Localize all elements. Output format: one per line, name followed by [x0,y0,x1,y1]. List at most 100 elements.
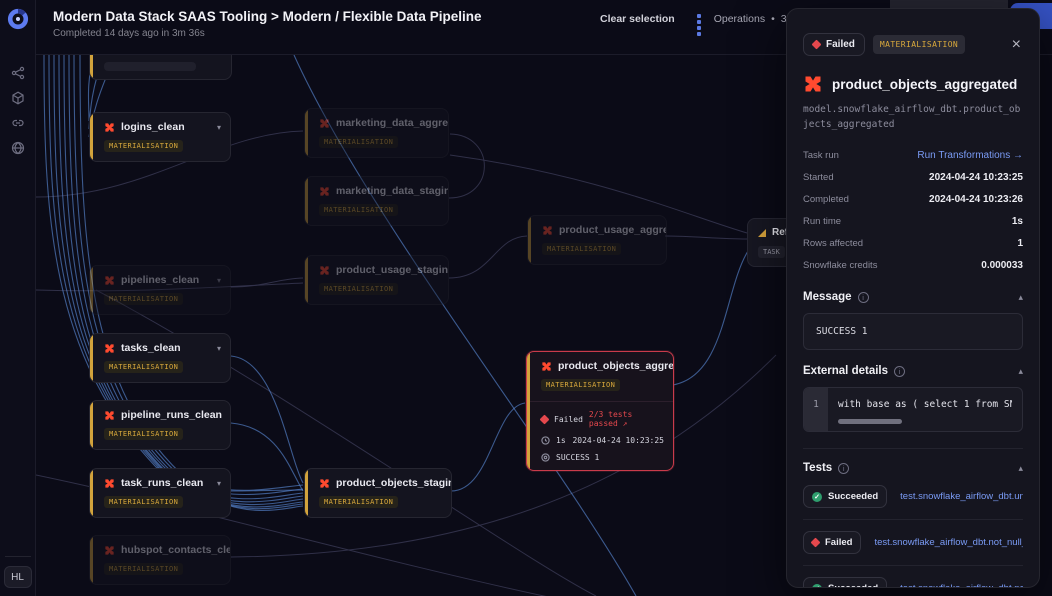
nav-cube-icon[interactable] [11,91,25,105]
task-badge: TASK [758,246,785,258]
model-path: model.snowflake_airflow_dbt.product_obje… [803,104,1021,130]
dag-canvas[interactable]: logins_clean ▾ MATERIALISATION marketing… [36,55,1052,596]
node-stripe [90,536,93,584]
nav-link-icon[interactable] [11,116,25,130]
dbt-icon [319,186,330,197]
horizontal-scrollbar[interactable] [838,419,902,425]
test-link[interactable]: test.snowflake_airflow_dbt.not_null_pr [874,537,1023,549]
detail-label: Rows affected [803,237,864,249]
dag-node-marketing_data_aggregated[interactable]: marketing_data_aggregated ▾ MATERIALISAT… [304,108,449,158]
sidebar-divider [4,556,31,557]
detail-row: Task run Run Transformations → [803,144,1023,166]
code-block[interactable]: 1 with base as ( select 1 from SNOWFLAKE [803,387,1023,433]
test-status-label: Succeeded [828,583,878,587]
dag-node-pipelines_clean[interactable]: pipelines_clean ▾ MATERIALISATION [89,265,231,315]
tests-heading: Tests [803,462,833,475]
user-avatar[interactable]: HL [3,566,32,588]
detail-row: Snowflake credits 0.000033 [803,254,1023,276]
node-title: pipeline_runs_clean [121,409,222,421]
dbt-icon [104,410,115,421]
node-title: pipelines_clean [121,274,200,286]
close-icon[interactable]: × [1011,35,1021,53]
collapse-icon[interactable]: ▴ [1018,291,1023,302]
materialisation-badge: MATERIALISATION [319,204,399,216]
node-stripe [90,469,93,517]
node-title: marketing_data_staging [336,185,449,197]
detail-label: Completed [803,193,849,205]
node-runtime: 1s [556,436,566,445]
dag-node-hubspot_contacts_clean[interactable]: hubspot_contacts_clean ▾ MATERIALISATION [89,535,231,585]
dag-node-product_objects_aggregated-selected[interactable]: product_objects_aggregated ▴ MATERIALISA… [526,351,674,471]
dag-node-task_runs_clean[interactable]: task_runs_clean ▾ MATERIALISATION [89,468,231,518]
info-icon[interactable]: i [857,291,869,303]
materialisation-badge: MATERIALISATION [104,361,184,373]
dbt-icon [104,545,115,556]
detail-value: 2024-04-24 10:23:25 [929,171,1023,183]
failed-diamond-icon [539,414,550,424]
status-label: Failed [826,39,855,50]
task-run-link[interactable]: Run Transformations → [917,149,1023,161]
nav-globe-icon[interactable] [11,141,25,155]
node-stripe [90,55,93,79]
node-status-label: Failed [554,414,583,424]
node-stripe [90,401,93,449]
detail-row: Completed 2024-04-24 10:23:26 [803,188,1023,210]
node-timestamp: 2024-04-24 10:23:25 [572,436,664,445]
nav-lineage-graph-icon[interactable] [11,66,25,80]
app-logo-icon[interactable] [7,8,29,30]
failed-diamond-icon [810,537,821,548]
node-title: marketing_data_aggregated [336,117,449,129]
sidebar: HL [0,0,36,596]
dag-node-tasks_clean[interactable]: tasks_clean ▾ MATERIALISATION [89,333,231,383]
clear-selection-button[interactable]: Clear selection [600,13,675,25]
tests-summary-link[interactable]: 2/3 tests passed ↗ [588,410,633,428]
dag-node-product_usage_aggregated[interactable]: product_usage_aggregated ▾ MATERIALISATI… [527,215,667,265]
node-stripe [90,334,93,382]
chevron-down-icon[interactable]: ▾ [216,122,221,132]
dag-node-marketing_data_staging[interactable]: marketing_data_staging ▾ MATERIALISATION [304,176,449,226]
chevron-down-icon[interactable]: ▾ [216,343,221,353]
chevron-down-icon[interactable]: ▾ [228,411,230,420]
chevron-down-icon[interactable]: ▾ [216,478,221,488]
node-stripe [527,352,530,470]
external-details-heading: External details [803,365,889,378]
dag-node-cut_top[interactable] [89,55,232,80]
dag-node-product_objects_staging[interactable]: product_objects_staging ▾ MATERIALISATIO… [304,468,452,518]
collapse-icon[interactable]: ▴ [1018,365,1023,376]
collapse-icon[interactable]: ▴ [1018,462,1023,473]
node-stripe [305,469,308,517]
sidebar-nav [11,66,25,155]
detail-value: 1s [1011,215,1023,227]
materialisation-badge: MATERIALISATION [319,496,399,508]
status-badge-failed: Failed [803,33,865,56]
materialisation-badge: MATERIALISATION [542,243,622,255]
node-title: product_usage_aggregated [559,224,666,236]
dag-node-logins_clean[interactable]: logins_clean ▾ MATERIALISATION [89,112,231,162]
gear-icon [541,453,550,462]
test-link[interactable]: test.snowflake_airflow_dbt.unique_pro [900,491,1023,503]
materialisation-badge: MATERIALISATION [104,496,184,508]
chevron-down-icon[interactable]: ▾ [216,275,221,285]
operations-label: Operations [713,13,766,25]
detail-panel: Failed MATERIALISATION × product_objects… [786,8,1040,588]
failed-diamond-icon [811,39,822,50]
dag-node-product_usage_staging[interactable]: product_usage_staging ▾ MATERIALISATION [304,255,449,305]
test-status-badge: ✓ Succeeded [803,485,888,509]
operations-filter[interactable]: Operations • 35 [696,13,792,36]
dot-separator: • [771,13,775,25]
info-icon[interactable]: i [894,365,906,377]
materialisation-badge: MATERIALISATION [872,35,966,54]
dag-node-pipeline_runs_clean[interactable]: pipeline_runs_clean ▾ MATERIALISATION [89,400,231,450]
test-link[interactable]: test.snowflake_airflow_dbt.not_null_pr [900,583,1023,587]
operations-grid-icon [696,13,708,36]
materialisation-badge: MATERIALISATION [104,428,184,440]
message-content: SUCCESS 1 [803,313,1023,351]
dbt-icon [542,225,553,236]
node-stripe [305,177,308,225]
materialisation-badge: MATERIALISATION [319,283,399,295]
info-icon[interactable]: i [838,462,850,474]
materialisation-badge: MATERIALISATION [319,136,399,148]
node-title: logins_clean [121,121,185,133]
dbt-icon [319,478,330,489]
pipeline-status-summary: Completed 14 days ago in 3m 36s [53,28,205,39]
